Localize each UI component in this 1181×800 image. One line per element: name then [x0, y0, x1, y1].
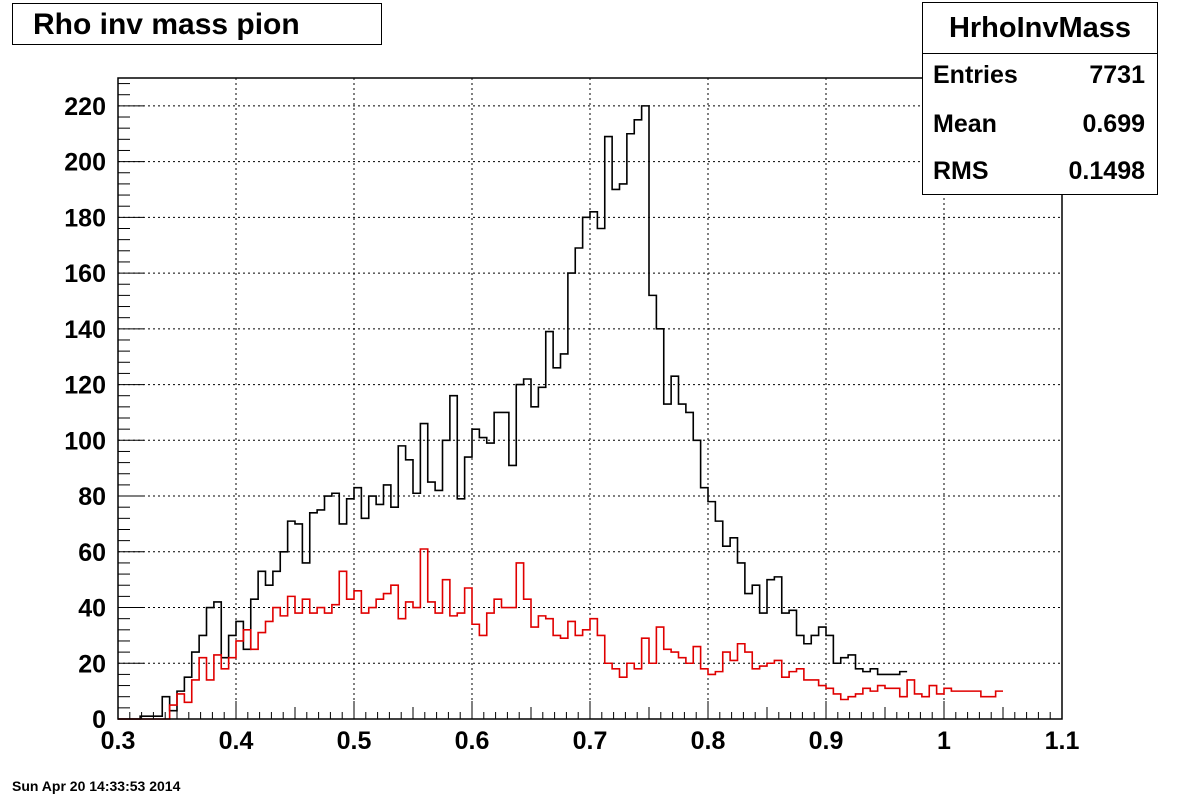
axes: 0.3 0.4 0.5 0.6 0.7 0.8 0.9 1 1.1 0 20 40 60 80 100 120… — [64, 77, 1080, 755]
y-tick-label: 180 — [64, 204, 106, 232]
stats-label: Entries — [933, 61, 1018, 89]
stats-value: 0.699 — [1082, 110, 1145, 138]
y-tick-label: 160 — [64, 260, 106, 288]
histogram-series-0 — [118, 105, 908, 720]
stats-title: HrhoInvMass — [923, 3, 1157, 54]
y-tick-label: 100 — [64, 427, 106, 455]
x-tick-label: 0.3 — [101, 727, 136, 755]
chart-title: Rho inv mass pion — [33, 8, 300, 41]
stats-label: Mean — [933, 110, 997, 138]
y-tick-label: 40 — [78, 595, 106, 623]
series-layer — [118, 105, 1003, 720]
y-tick-label: 0 — [92, 706, 106, 734]
y-tick-label: 200 — [64, 149, 106, 177]
stats-row-rms: RMS 0.1498 — [933, 157, 1145, 197]
stats-box: HrhoInvMass Entries 7731 Mean 0.699 RMS … — [922, 2, 1158, 195]
y-tick-label: 80 — [78, 483, 106, 511]
x-tick-label: 0.9 — [809, 727, 844, 755]
stats-value: 0.1498 — [1068, 157, 1145, 185]
stats-row-mean: Mean 0.699 — [933, 110, 1145, 150]
stats-row-entries: Entries 7731 — [933, 61, 1145, 101]
x-tick-label: 0.4 — [219, 727, 254, 755]
x-tick-label: 0.7 — [573, 727, 608, 755]
stats-value: 7731 — [1089, 61, 1145, 89]
x-tick-label: 0.8 — [691, 727, 726, 755]
y-tick-label: 120 — [64, 372, 106, 400]
stats-label: RMS — [933, 157, 989, 185]
x-tick-label: 0.5 — [337, 727, 372, 755]
y-tick-label: 60 — [78, 539, 106, 567]
title-box: Rho inv mass pion — [12, 3, 382, 45]
date-stamp: Sun Apr 20 14:33:53 2014 — [12, 778, 181, 794]
y-tick-label: 140 — [64, 316, 106, 344]
y-tick-label: 20 — [78, 650, 106, 678]
x-tick-label: 0.6 — [455, 727, 490, 755]
histogram-series-1 — [118, 548, 1003, 720]
x-tick-label: 1.1 — [1045, 727, 1080, 755]
y-tick-label: 220 — [64, 93, 106, 121]
x-tick-label: 1 — [937, 727, 951, 755]
